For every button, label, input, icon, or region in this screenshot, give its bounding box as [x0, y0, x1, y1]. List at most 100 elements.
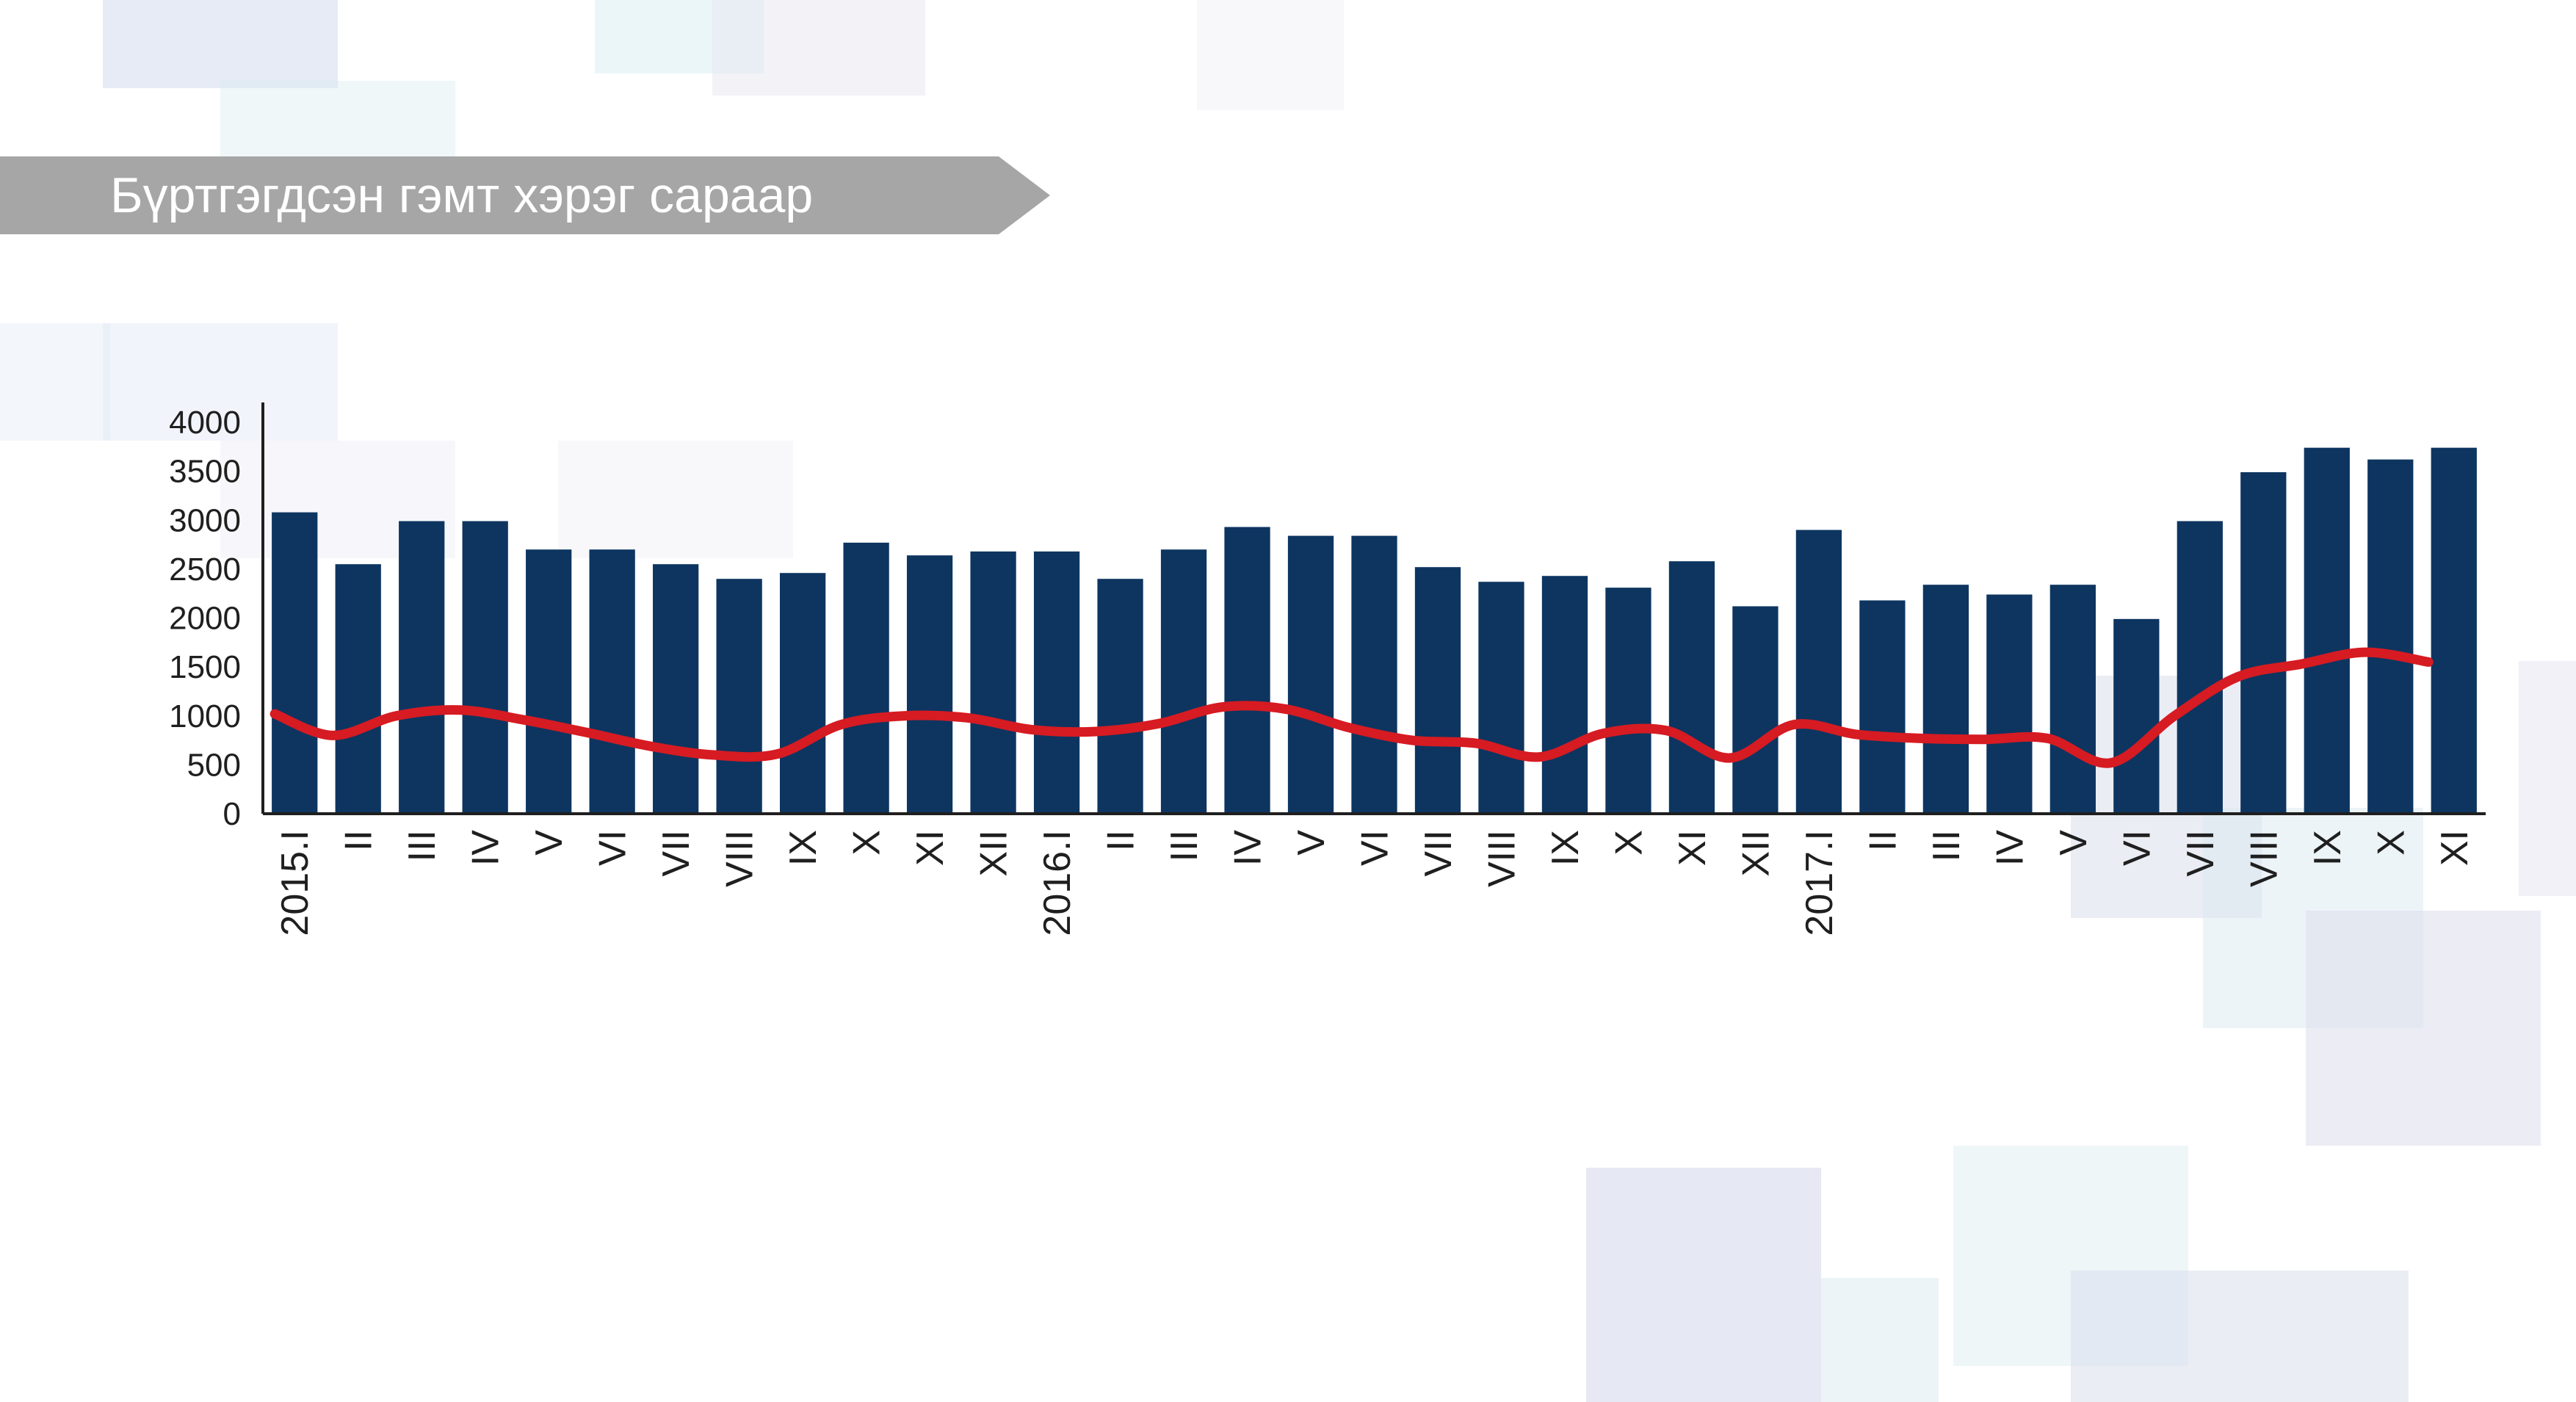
- bar: [1922, 585, 1969, 814]
- bar: [526, 549, 572, 814]
- x-category-label: XII: [973, 830, 1016, 877]
- x-category-label: IV: [1227, 830, 1270, 866]
- background-tile: [2519, 661, 2576, 896]
- bar: [1287, 535, 1334, 814]
- bar: [716, 579, 762, 814]
- x-category-label: VI: [2116, 830, 2158, 866]
- background-tile: [712, 0, 925, 95]
- x-category-label: X: [2370, 830, 2412, 856]
- bar: [1160, 549, 1207, 814]
- x-category-label: XII: [1734, 830, 1777, 877]
- x-category-label: XI: [1671, 830, 1714, 866]
- x-category-label: VII: [1417, 830, 1460, 877]
- bar: [2240, 471, 2287, 814]
- background-tile: [2071, 1271, 2409, 1402]
- x-category-label: III: [401, 830, 444, 861]
- bar: [1795, 530, 1842, 814]
- bar: [1668, 561, 1715, 814]
- bar: [1859, 600, 1906, 814]
- x-category-label: 2017.I: [1798, 830, 1841, 936]
- bar: [2367, 459, 2414, 814]
- y-tick-label: 1500: [169, 649, 241, 685]
- bar: [1414, 567, 1461, 814]
- bar: [653, 564, 699, 814]
- x-category-label: IV: [465, 830, 507, 866]
- x-category-label: V: [2052, 830, 2095, 856]
- bar: [1224, 527, 1270, 814]
- x-axis-labels: 2015.I II III IV V VI VII VIII IX X XI XII 2016.I II I…: [274, 830, 2476, 936]
- x-category-label: IX: [2307, 830, 2349, 866]
- x-category-label: VIII: [719, 830, 761, 887]
- x-category-label: 2016.I: [1036, 830, 1079, 936]
- background-tile: [1586, 1168, 1821, 1402]
- y-axis-ticks: 0 500 1000 1500 2000 2500 3000 3500 4000: [169, 405, 241, 832]
- background-tile: [103, 0, 338, 88]
- bar: [2304, 447, 2350, 814]
- bar: [2431, 447, 2477, 814]
- axes: [261, 402, 2486, 815]
- banner-arrow-shape: [0, 156, 1050, 234]
- bar: [1097, 579, 1143, 814]
- bar: [1351, 535, 1397, 814]
- y-tick-label: 0: [223, 796, 241, 832]
- background-tile: [558, 441, 793, 558]
- y-tick-label: 2500: [169, 552, 241, 588]
- x-category-label: III: [1163, 830, 1206, 861]
- bar: [779, 573, 826, 814]
- bar: [1033, 551, 1080, 814]
- x-category-label: IX: [782, 830, 825, 866]
- bar-series: [272, 447, 2477, 814]
- x-category-label: II: [1862, 830, 1904, 851]
- bar: [272, 512, 318, 814]
- y-tick-label: 4000: [169, 405, 241, 441]
- x-category-label: X: [846, 830, 889, 856]
- x-category-label: VIII: [1480, 830, 1523, 887]
- y-tick-label: 3000: [169, 502, 241, 538]
- background-tile: [1821, 1278, 1939, 1402]
- background-tile: [0, 323, 110, 441]
- x-category-label: VIII: [2243, 830, 2285, 887]
- bar: [2177, 521, 2223, 814]
- x-category-label: V: [1290, 830, 1333, 856]
- chart-title: Бүртгэгдсэн гэмт хэрэг сараар: [110, 167, 814, 223]
- title-banner: Бүртгэгдсэн гэмт хэрэг сараар: [0, 156, 1050, 234]
- background-tile: [1197, 0, 1344, 110]
- bar: [1478, 582, 1524, 814]
- bar: [843, 542, 889, 814]
- x-category-label: IV: [1989, 830, 2031, 866]
- x-category-label: 2015.I: [274, 830, 316, 936]
- y-tick-label: 1000: [169, 698, 241, 734]
- x-category-label: V: [528, 830, 571, 856]
- x-category-label: VI: [1354, 830, 1397, 866]
- y-tick-label: 2000: [169, 601, 241, 637]
- x-category-label: III: [1925, 830, 1968, 861]
- background-tile: [2306, 911, 2541, 1146]
- x-category-label: VII: [655, 830, 698, 877]
- x-category-label: VII: [2179, 830, 2222, 877]
- y-tick-label: 3500: [169, 454, 241, 490]
- line-series: [269, 647, 2434, 768]
- x-category-label: II: [338, 830, 380, 851]
- bar: [462, 521, 508, 814]
- background-tile: [103, 323, 338, 441]
- x-category-label: II: [1100, 830, 1143, 851]
- y-tick-label: 500: [187, 747, 241, 783]
- bar: [2049, 585, 2096, 814]
- bar: [1986, 594, 2033, 814]
- bar: [1541, 576, 1588, 814]
- series-line: [269, 647, 2434, 768]
- bar: [589, 549, 635, 814]
- x-category-label: X: [1607, 830, 1650, 856]
- bar: [970, 551, 1016, 814]
- x-category-label: XI: [2434, 830, 2476, 866]
- bar: [1605, 588, 1651, 814]
- bar: [2113, 618, 2160, 814]
- bar: [906, 555, 953, 814]
- bar: [1732, 606, 1779, 814]
- bar: [399, 521, 445, 814]
- bar: [335, 564, 381, 814]
- x-category-label: VI: [592, 830, 634, 866]
- x-category-label: IX: [1544, 830, 1587, 866]
- x-category-label: XI: [909, 830, 952, 866]
